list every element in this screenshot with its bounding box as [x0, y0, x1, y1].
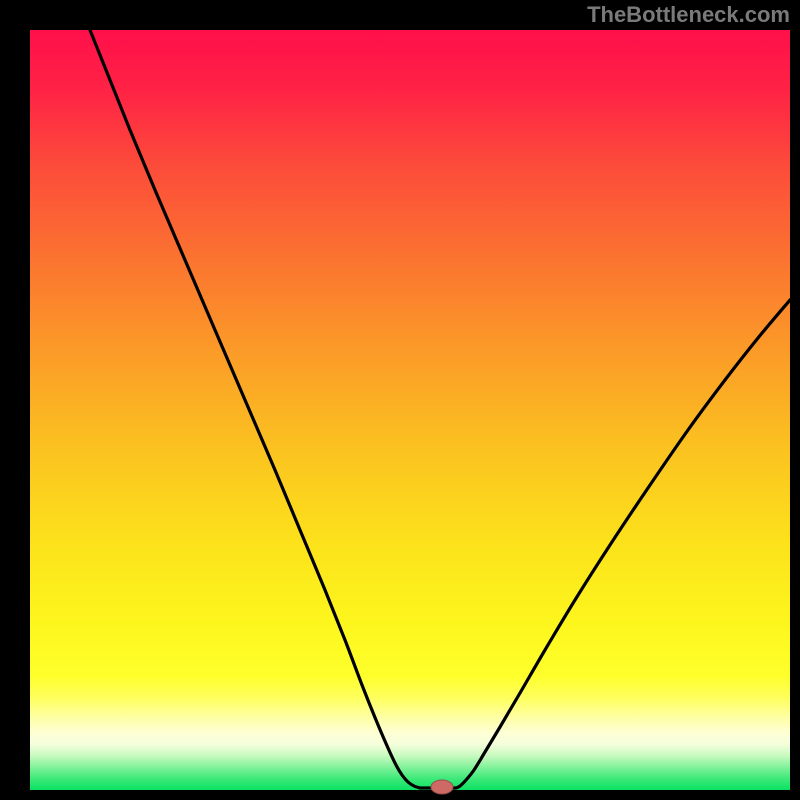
- watermark-text: TheBottleneck.com: [587, 2, 790, 28]
- optimal-point-marker: [431, 780, 453, 794]
- plot-area: [30, 30, 790, 790]
- chart-container: TheBottleneck.com: [0, 0, 800, 800]
- bottleneck-chart: [0, 0, 800, 800]
